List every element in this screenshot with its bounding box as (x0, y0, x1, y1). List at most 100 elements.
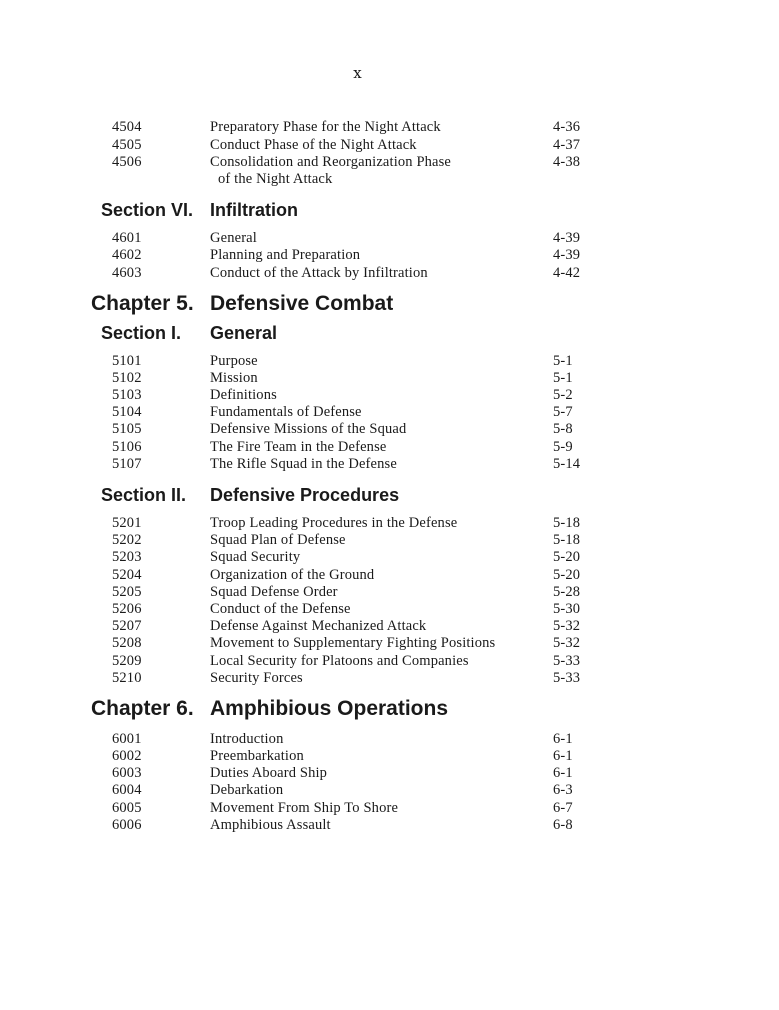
toc-entry: 4505 Conduct Phase of the Night Attack 4-3… (0, 137, 779, 154)
entry-group: 4601 General 4-39 4602 Planning and Preparat… (0, 230, 779, 282)
entry-page: 4-42 (553, 264, 581, 281)
entry-title: Squad Plan of Defense (210, 532, 346, 549)
entry-title: Planning and Preparation (210, 247, 361, 264)
section-label: Section VI. (101, 200, 194, 221)
entry-page: 5-1 (553, 369, 573, 386)
entry-page: 6-1 (553, 748, 573, 765)
entry-title: Movement to Supplementary Fighting Posit… (210, 635, 496, 652)
toc-entry: 5201 Troop Leading Procedures in the Defe… (0, 515, 779, 532)
entry-number: 5209 (112, 652, 142, 669)
entry-title: Defensive Missions of the Squad (210, 421, 407, 438)
toc-entry: 5202 Squad Plan of Defense 5-18 (0, 532, 779, 549)
entry-title: The Rifle Squad in the Defense (210, 455, 397, 472)
chapter-label: Chapter 5. (91, 291, 194, 315)
entry-title: Squad Defense Order (210, 583, 338, 600)
entry-title: Conduct of the Defense (210, 600, 351, 617)
entry-title: Preembarkation (210, 748, 304, 765)
section-heading: Section VI. Infiltration (0, 198, 779, 222)
entry-number: 4602 (112, 247, 142, 264)
entry-number: 4504 (112, 119, 142, 136)
entry-group: 4504 Preparatory Phase for the Night Atta… (0, 119, 779, 188)
entry-page: 4-39 (553, 247, 581, 264)
entry-number: 4506 (112, 153, 142, 170)
entry-number: 5104 (112, 404, 142, 421)
entry-title: Defense Against Mechanized Attack (210, 618, 427, 635)
entry-title: Conduct of the Attack by Infiltration (210, 264, 428, 281)
chapter-title: Amphibious Operations (210, 696, 449, 720)
entry-title: Debarkation (210, 782, 284, 799)
page-number: x (353, 64, 362, 82)
entry-page: 5-7 (553, 404, 573, 421)
entry-page: 6-3 (553, 782, 573, 799)
entry-page: 5-18 (553, 532, 581, 549)
entry-title: Purpose (210, 352, 258, 369)
entry-page: 6-7 (553, 799, 573, 816)
entry-page: 5-9 (553, 438, 573, 455)
entry-number: 5102 (112, 369, 142, 386)
entry-title: Fundamentals of Defense (210, 404, 362, 421)
entry-number: 5103 (112, 387, 142, 404)
entry-page: 5-30 (553, 600, 581, 617)
toc-entry: 5101 Purpose 5-1 (0, 353, 779, 370)
entry-number: 4601 (112, 230, 142, 247)
toc-entry: 6003 Duties Aboard Ship 6-1 (0, 765, 779, 782)
entry-title: Preparatory Phase for the Night Attack (210, 119, 441, 136)
entry-title: Security Forces (210, 669, 303, 686)
entry-title: Mission (210, 369, 258, 386)
section-title: General (210, 322, 278, 343)
toc-entry: 6004 Debarkation 6-3 (0, 782, 779, 799)
entry-number: 4603 (112, 264, 142, 281)
entry-page: 4-36 (553, 119, 581, 136)
toc-entry: 5104 Fundamentals of Defense 5-7 (0, 404, 779, 421)
entry-title: Local Security for Platoons and Companie… (210, 652, 469, 669)
entry-page: 5-20 (553, 549, 581, 566)
entry-number: 6006 (112, 816, 142, 833)
entry-title: Introduction (210, 730, 284, 747)
entry-number: 6005 (112, 799, 142, 816)
toc-entry: 5208 Movement to Supplementary Fighting P… (0, 635, 779, 652)
entry-group: 5101 Purpose 5-1 5102 Mission 5-1 5103 Definiti… (0, 353, 779, 473)
entry-page: 5-33 (553, 652, 581, 669)
entry-page: 5-2 (553, 387, 573, 404)
entry-number: 5101 (112, 352, 142, 369)
entry-title: Consolidation and Reorganization Phase (210, 153, 452, 170)
entry-title: The Fire Team in the Defense (210, 438, 387, 455)
toc-entry: 6006 Amphibious Assault 6-8 (0, 817, 779, 834)
toc-entry: 4506 Consolidation and Reorganization Pha… (0, 154, 779, 171)
entry-number: 5106 (112, 438, 142, 455)
entry-title: Troop Leading Procedures in the Defense (210, 515, 458, 532)
section-title: Infiltration (210, 200, 298, 221)
entry-number: 5107 (112, 455, 142, 472)
section-heading: Section I. General (0, 321, 779, 345)
entry-number: 6002 (112, 748, 142, 765)
toc-entry: 5209 Local Security for Platoons and Comp… (0, 653, 779, 670)
entry-title: of the Night Attack (218, 170, 333, 187)
toc-entry: 5203 Squad Security 5-20 (0, 549, 779, 566)
entry-page: 4-37 (553, 136, 581, 153)
toc-entry: 4602 Planning and Preparation 4-39 (0, 247, 779, 264)
entry-page: 4-38 (553, 153, 581, 170)
toc-entry: 4504 Preparatory Phase for the Night Atta… (0, 119, 779, 136)
entry-page: 5-14 (553, 455, 581, 472)
toc-entry: 5204 Organization of the Ground 5-20 (0, 567, 779, 584)
entry-group: 6001 Introduction 6-1 6002 Preembarkation 6-1… (0, 731, 779, 834)
entry-page: 6-8 (553, 816, 573, 833)
section-label: Section II. (101, 485, 187, 506)
toc-entry: 6005 Movement From Ship To Shore 6-7 (0, 800, 779, 817)
entry-title: Organization of the Ground (210, 566, 375, 583)
entry-page: 4-39 (553, 230, 581, 247)
toc-entry: 5206 Conduct of the Defense 5-30 (0, 601, 779, 618)
entry-number: 5207 (112, 618, 142, 635)
entry-title: Amphibious Assault (210, 816, 331, 833)
toc-entry: 5107 The Rifle Squad in the Defense 5-14 (0, 456, 779, 473)
entry-number: 4505 (112, 136, 142, 153)
entry-number: 5208 (112, 635, 142, 652)
table-of-contents: 4504 Preparatory Phase for the Night Atta… (0, 119, 779, 834)
toc-entry: 5102 Mission 5-1 (0, 370, 779, 387)
toc-entry: 5106 The Fire Team in the Defense 5-9 (0, 439, 779, 456)
toc-entry: 5105 Defensive Missions of the Squad 5-8 (0, 421, 779, 438)
entry-page: 5-18 (553, 515, 581, 532)
entry-page: 5-8 (553, 421, 573, 438)
entry-page: 6-1 (553, 730, 573, 747)
toc-entry: 5210 Security Forces 5-33 (0, 670, 779, 687)
